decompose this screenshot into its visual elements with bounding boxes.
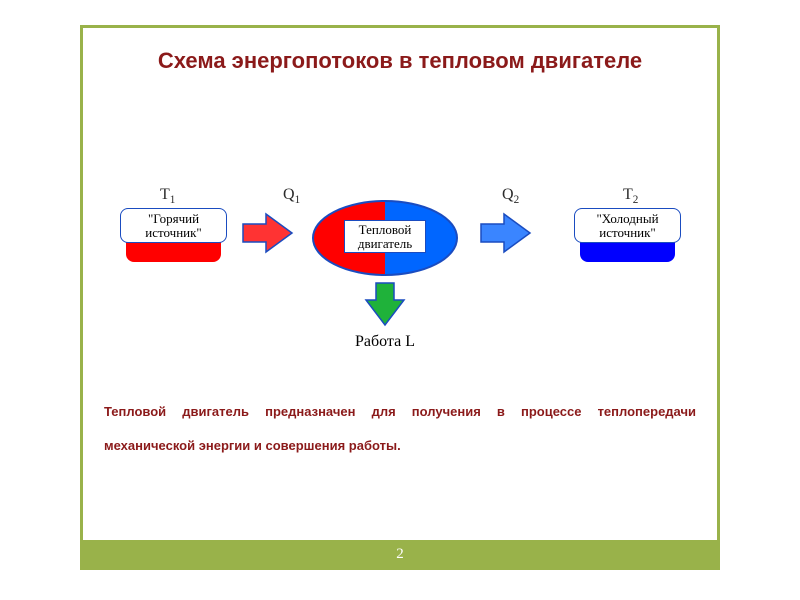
energy-flow-diagram: T1 Q1 Q2 T2 "Горячий источник" [120, 180, 680, 360]
hot-line1: "Горячий [127, 212, 220, 226]
engine-line2: двигатель [351, 237, 419, 251]
page-number: 2 [396, 546, 404, 563]
q2-label: Q2 [502, 186, 519, 206]
cold-source-box: "Холодный источник" [574, 208, 681, 243]
engine-line1: Тепловой [351, 223, 419, 237]
arrow-work [359, 280, 411, 328]
work-label: Работа L [285, 333, 485, 351]
description-text: Тепловой двигатель предназначен для полу… [104, 395, 696, 463]
cold-line1: "Холодный [581, 212, 674, 226]
slide: Схема энергопотоков в тепловом двигателе… [0, 0, 800, 600]
engine-box: Тепловой двигатель [344, 220, 426, 253]
t1-label: T1 [160, 186, 175, 206]
cold-line2: источник" [581, 226, 674, 240]
hot-line2: источник" [127, 226, 220, 240]
arrow-q2 [478, 207, 533, 259]
hot-source-box: "Горячий источник" [120, 208, 227, 243]
footer-bar: 2 [80, 540, 720, 568]
q1-label: Q1 [283, 186, 300, 206]
t2-label: T2 [623, 186, 638, 206]
slide-title: Схема энергопотоков в тепловом двигателе [80, 48, 720, 73]
arrow-q1 [240, 207, 295, 259]
